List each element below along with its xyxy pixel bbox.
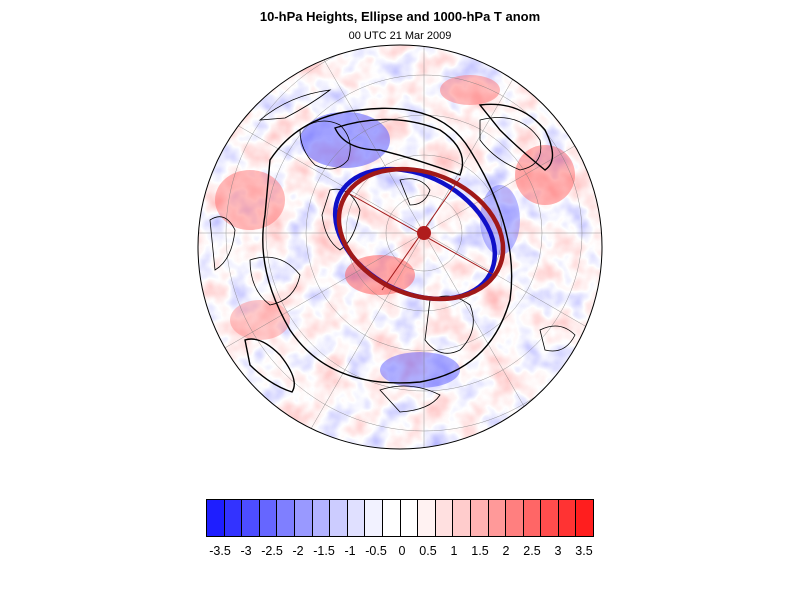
colorbar-tick-label: -2.5 — [261, 544, 283, 558]
colorbar-swatch — [242, 500, 260, 536]
colorbar-swatch — [224, 500, 243, 536]
colorbar-swatch — [277, 500, 295, 536]
map-title: 10-hPa Heights, Ellipse and 1000-hPa T a… — [259, 9, 541, 24]
height-contour — [478, 103, 554, 171]
colorbar-tick-label: 0.5 — [419, 544, 437, 558]
colorbar-swatch — [294, 500, 313, 536]
colorbar-swatch — [259, 500, 278, 536]
colorbar-swatch — [347, 500, 366, 536]
colorbar-swatch — [365, 500, 383, 536]
meridian-line — [293, 232, 425, 449]
globe-outline — [197, 44, 603, 450]
colorbar-labels: -3.5 -3 -2.5 -2 -1.5 -1 -0.5 0 0.5 1 1.5 2 2.5 3 3.5 — [0, 544, 800, 562]
colorbar-swatch — [506, 500, 524, 536]
colorbar-swatch — [576, 500, 594, 536]
colorbar-tick-label: -3.5 — [209, 544, 231, 558]
colorbar-swatch — [382, 500, 401, 536]
colorbar-swatch — [488, 500, 507, 536]
colorbar-tick-label: -3 — [240, 544, 252, 558]
colorbar-swatch — [330, 500, 348, 536]
height-contour — [262, 107, 513, 384]
colorbar-tick-label: -1.5 — [313, 544, 335, 558]
warm-anomaly-patch — [215, 170, 285, 230]
colorbar-swatch — [418, 500, 436, 536]
colorbar-swatch — [558, 500, 577, 536]
warm-anomaly-patch — [230, 300, 290, 340]
colorbar-tick-label: 1 — [450, 544, 458, 558]
colorbar-tick-label: -1 — [344, 544, 356, 558]
colorbar-tick-label: 2 — [502, 544, 510, 558]
colorbar-swatch — [207, 500, 225, 536]
meridian-line — [198, 232, 425, 364]
colorbar — [206, 499, 594, 537]
colorbar-swatch — [470, 500, 489, 536]
colorbar-swatch — [523, 500, 542, 536]
warm-anomaly-patch — [440, 75, 500, 105]
vortex-centroid-dot — [417, 226, 431, 240]
height-contour — [244, 338, 295, 393]
temperature-anomaly-field — [198, 45, 602, 449]
warm-anomaly-patch — [515, 145, 575, 205]
colorbar-swatch — [541, 500, 559, 536]
map-subtitle: 00 UTC 21 Mar 2009 — [348, 30, 452, 42]
cold-anomaly-patch — [380, 352, 460, 388]
fitted-vortex-ellipse — [336, 166, 506, 302]
colorbar-swatch — [312, 500, 331, 536]
colorbar-swatch — [400, 500, 419, 536]
meridian-line — [423, 232, 602, 364]
meridian-line — [423, 102, 602, 234]
colorbar-swatch — [435, 500, 454, 536]
colorbar-swatch — [453, 500, 471, 536]
height-contours — [244, 103, 554, 393]
colorbar-tick-label: 3.5 — [575, 544, 593, 558]
colorbar-tick-label: 2.5 — [523, 544, 541, 558]
colorbar-tick-label: -0.5 — [365, 544, 387, 558]
colorbar-tick-label: 0 — [398, 544, 406, 558]
colorbar-tick-label: 1.5 — [471, 544, 489, 558]
height-contour — [334, 118, 464, 176]
colorbar-tick-label: 3 — [554, 544, 562, 558]
colorbar-tick-label: -2 — [292, 544, 304, 558]
